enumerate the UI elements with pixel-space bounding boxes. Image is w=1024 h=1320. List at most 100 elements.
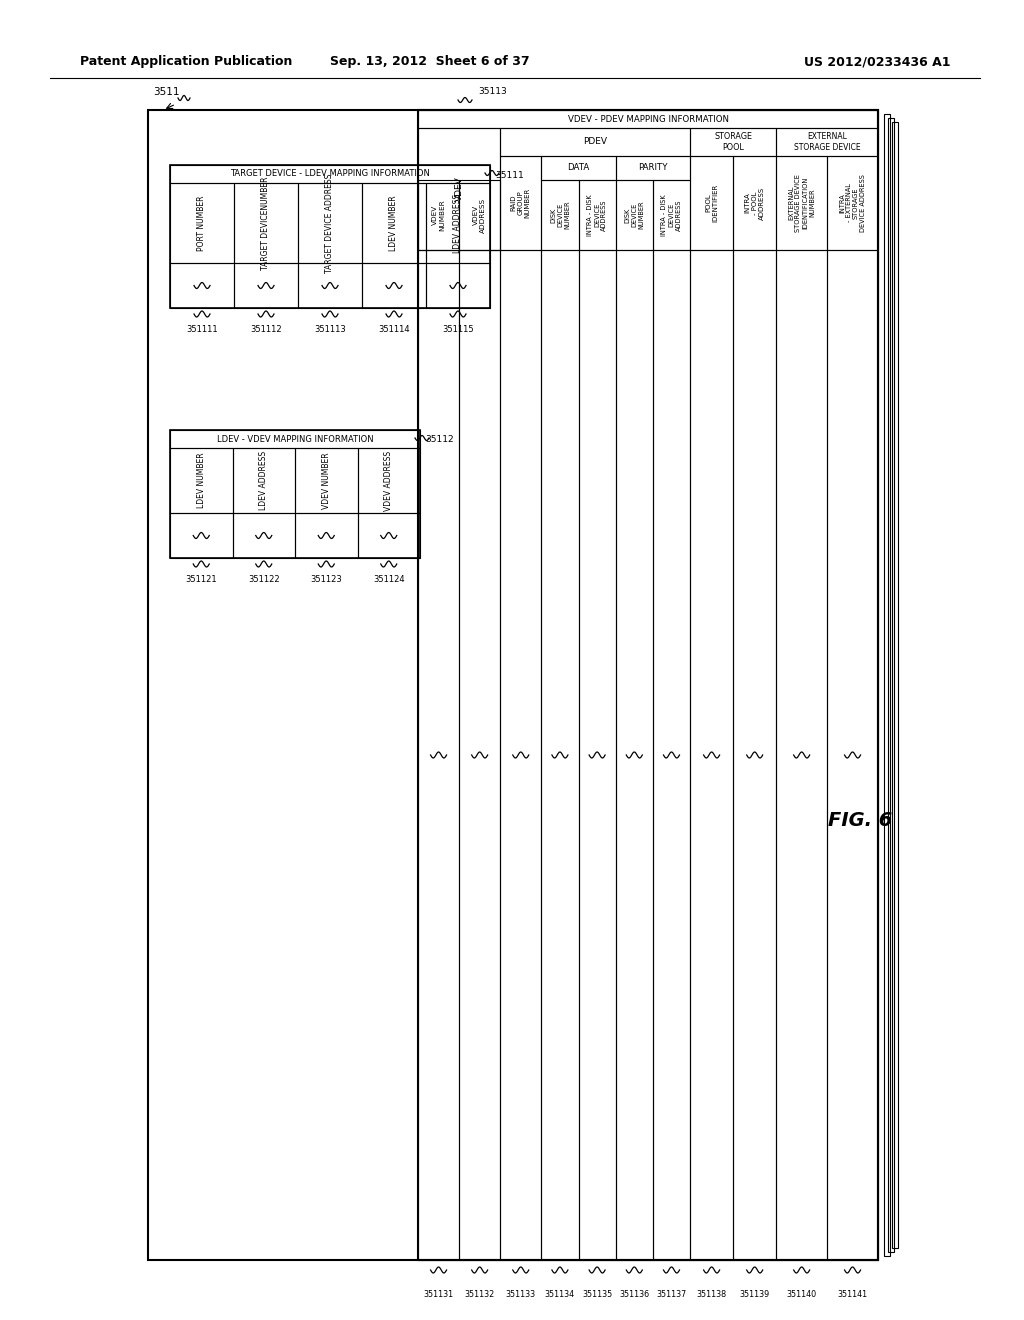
Bar [690, 249, 733, 1261]
Text: TARGET DEVICE - LDEV MAPPING INFORMATION: TARGET DEVICE - LDEV MAPPING INFORMATION [230, 169, 430, 178]
Text: EXTERNAL
STORAGE DEVICE
IDENTIFICATION
NUMBER: EXTERNAL STORAGE DEVICE IDENTIFICATION N… [788, 174, 815, 232]
Bar [232, 513, 295, 558]
Bar [733, 249, 776, 1261]
Text: POOL
IDENTIFIER: POOL IDENTIFIER [706, 183, 718, 222]
Bar [653, 180, 690, 249]
Text: PARITY: PARITY [638, 164, 668, 173]
Text: 351134: 351134 [545, 1290, 575, 1299]
Text: 351112: 351112 [250, 326, 282, 334]
Text: 351132: 351132 [465, 1290, 495, 1299]
Bar [295, 513, 357, 558]
Bar [733, 156, 776, 249]
Text: VDEV
ADDRESS: VDEV ADDRESS [473, 198, 486, 232]
Text: 351122: 351122 [248, 576, 280, 585]
Text: 3511: 3511 [153, 87, 179, 96]
Bar [776, 128, 878, 156]
Text: LDEV ADDRESS: LDEV ADDRESS [454, 194, 463, 252]
Bar [362, 183, 426, 263]
Text: RAID
GROUP
NUMBER: RAID GROUP NUMBER [511, 187, 530, 218]
Bar [295, 447, 357, 513]
Bar [148, 110, 878, 1261]
Bar [500, 249, 542, 1261]
Bar [459, 249, 500, 1261]
Bar [776, 249, 827, 1261]
Bar [615, 156, 690, 180]
Bar [827, 156, 878, 249]
Bar [232, 447, 295, 513]
Bar [170, 430, 420, 447]
Bar [170, 430, 420, 558]
Bar [418, 249, 459, 1261]
Text: VDEV: VDEV [455, 177, 464, 202]
Text: 351136: 351136 [620, 1290, 649, 1299]
Text: INTRA - DISK
DEVICE
ADDRESS: INTRA - DISK DEVICE ADDRESS [587, 194, 607, 236]
Text: 351140: 351140 [786, 1290, 817, 1299]
Text: US 2012/0233436 A1: US 2012/0233436 A1 [804, 55, 950, 69]
Text: VDEV NUMBER: VDEV NUMBER [322, 453, 331, 508]
Text: 351115: 351115 [442, 326, 474, 334]
Text: TARGET DEVICE ADDRESS: TARGET DEVICE ADDRESS [326, 173, 335, 273]
Bar [418, 128, 500, 249]
Text: 35112: 35112 [425, 436, 454, 445]
Text: 35111: 35111 [495, 170, 523, 180]
Bar [542, 156, 615, 180]
Bar [357, 447, 420, 513]
Bar [298, 183, 362, 263]
Text: 351141: 351141 [838, 1290, 867, 1299]
Bar [362, 263, 426, 308]
Bar [170, 165, 490, 308]
Text: LDEV - VDEV MAPPING INFORMATION: LDEV - VDEV MAPPING INFORMATION [217, 434, 374, 444]
Text: PORT NUMBER: PORT NUMBER [198, 195, 207, 251]
Bar [459, 180, 500, 249]
Bar [426, 263, 490, 308]
Bar [888, 117, 894, 1251]
Text: VDEV - PDEV MAPPING INFORMATION: VDEV - PDEV MAPPING INFORMATION [567, 115, 728, 124]
Bar [170, 263, 234, 308]
Bar [690, 128, 776, 156]
Text: 351111: 351111 [186, 326, 218, 334]
Bar [615, 180, 653, 249]
Text: 351123: 351123 [310, 576, 342, 585]
Bar [892, 121, 898, 1247]
Text: Sep. 13, 2012  Sheet 6 of 37: Sep. 13, 2012 Sheet 6 of 37 [330, 55, 529, 69]
Text: STORAGE
POOL: STORAGE POOL [714, 132, 753, 152]
Text: 351138: 351138 [696, 1290, 727, 1299]
Bar [170, 183, 234, 263]
Bar [579, 180, 615, 249]
Text: PDEV: PDEV [583, 137, 607, 147]
Text: FIG. 6: FIG. 6 [827, 810, 892, 829]
Text: VDEV
NUMBER: VDEV NUMBER [432, 199, 445, 231]
Text: 351114: 351114 [378, 326, 410, 334]
Bar [827, 249, 878, 1261]
Text: INTRA
- EXTERNAL
STORAGE
DEVICE ADDRESS: INTRA - EXTERNAL STORAGE DEVICE ADDRESS [839, 174, 866, 232]
Bar [418, 180, 459, 249]
Text: TARGET DEVICENUMBER: TARGET DEVICENUMBER [261, 177, 270, 269]
Bar [690, 156, 733, 249]
Bar [542, 249, 579, 1261]
Text: 351124: 351124 [373, 576, 404, 585]
Bar [418, 110, 878, 128]
Text: LDEV NUMBER: LDEV NUMBER [197, 453, 206, 508]
Bar [579, 249, 615, 1261]
Bar [170, 165, 490, 183]
Text: VDEV ADDRESS: VDEV ADDRESS [384, 450, 393, 511]
Text: EXTERNAL
STORAGE DEVICE: EXTERNAL STORAGE DEVICE [794, 132, 860, 152]
Text: INTRA - DISK
DEVICE
ADDRESS: INTRA - DISK DEVICE ADDRESS [662, 194, 682, 236]
Bar [426, 183, 490, 263]
Bar [500, 156, 542, 249]
Text: 351137: 351137 [656, 1290, 687, 1299]
Bar [884, 114, 890, 1257]
Text: 351131: 351131 [424, 1290, 454, 1299]
Text: 35113: 35113 [478, 87, 507, 96]
Text: LDEV NUMBER: LDEV NUMBER [389, 195, 398, 251]
Bar [500, 128, 690, 156]
Bar [542, 180, 579, 249]
Text: 351121: 351121 [185, 576, 217, 585]
Bar [615, 249, 653, 1261]
Text: LDEV ADDRESS: LDEV ADDRESS [259, 451, 268, 510]
Text: DATA: DATA [567, 164, 590, 173]
Text: 351139: 351139 [739, 1290, 770, 1299]
Text: 351113: 351113 [314, 326, 346, 334]
Text: Patent Application Publication: Patent Application Publication [80, 55, 293, 69]
Text: 351135: 351135 [582, 1290, 612, 1299]
